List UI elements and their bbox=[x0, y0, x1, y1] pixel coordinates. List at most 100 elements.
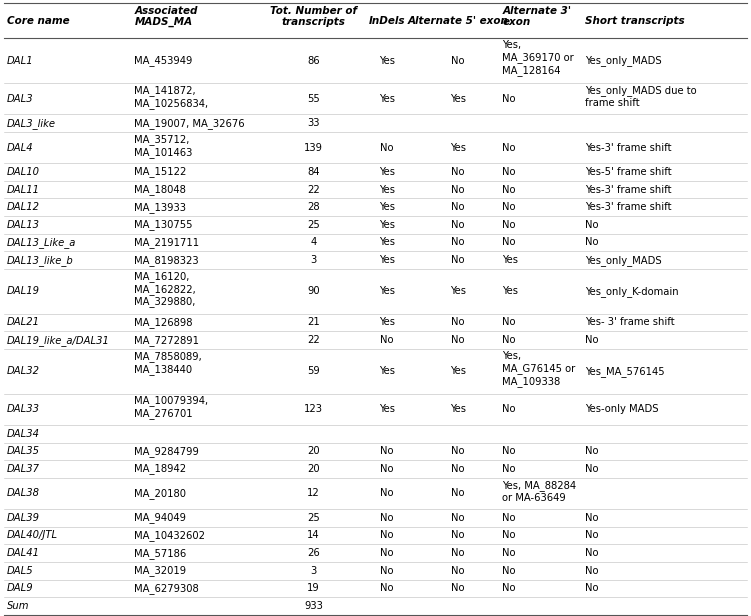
Text: MA_18942: MA_18942 bbox=[134, 463, 186, 474]
Text: MA_6279308: MA_6279308 bbox=[134, 583, 199, 594]
Text: MA_35712,
MA_101463: MA_35712, MA_101463 bbox=[134, 134, 193, 158]
Text: MA_130755: MA_130755 bbox=[134, 219, 193, 230]
Text: 3: 3 bbox=[310, 255, 317, 265]
Text: No: No bbox=[585, 335, 599, 345]
Text: Yes: Yes bbox=[379, 220, 395, 230]
Text: No: No bbox=[502, 548, 516, 558]
Text: Yes: Yes bbox=[502, 255, 518, 265]
Text: 139: 139 bbox=[304, 142, 323, 153]
Text: Yes_only_MADS: Yes_only_MADS bbox=[585, 55, 662, 66]
Text: Yes: Yes bbox=[379, 202, 395, 212]
Text: 86: 86 bbox=[307, 55, 320, 66]
Text: No: No bbox=[380, 464, 394, 474]
Text: DAL12: DAL12 bbox=[7, 202, 40, 212]
Text: Alternate 5' exon: Alternate 5' exon bbox=[408, 16, 508, 26]
Text: 26: 26 bbox=[307, 548, 320, 558]
Text: DAL21: DAL21 bbox=[7, 317, 40, 328]
Text: Yes-3' frame shift: Yes-3' frame shift bbox=[585, 185, 671, 195]
Text: 20: 20 bbox=[307, 464, 320, 474]
Text: Yes-3' frame shift: Yes-3' frame shift bbox=[585, 202, 671, 212]
Text: InDels: InDels bbox=[369, 16, 405, 26]
Text: No: No bbox=[451, 513, 465, 523]
Text: Yes-5' frame shift: Yes-5' frame shift bbox=[585, 167, 671, 177]
Text: 20: 20 bbox=[307, 447, 320, 456]
Text: DAL13_like_b: DAL13_like_b bbox=[7, 254, 74, 265]
Text: No: No bbox=[502, 167, 516, 177]
Text: 22: 22 bbox=[307, 185, 320, 195]
Text: No: No bbox=[585, 447, 599, 456]
Text: DAL39: DAL39 bbox=[7, 513, 40, 523]
Text: No: No bbox=[502, 447, 516, 456]
Text: Yes: Yes bbox=[450, 94, 466, 103]
Text: MA_141872,
MA_10256834,: MA_141872, MA_10256834, bbox=[134, 85, 209, 109]
Text: No: No bbox=[451, 335, 465, 345]
Text: No: No bbox=[451, 488, 465, 498]
Text: No: No bbox=[585, 530, 599, 540]
Text: Yes_only_K-domain: Yes_only_K-domain bbox=[585, 286, 679, 297]
Text: No: No bbox=[380, 565, 394, 576]
Text: No: No bbox=[380, 513, 394, 523]
Text: No: No bbox=[502, 565, 516, 576]
Text: Tot. Number of
transcripts: Tot. Number of transcripts bbox=[270, 6, 357, 27]
Text: Sum: Sum bbox=[7, 601, 29, 611]
Text: No: No bbox=[585, 548, 599, 558]
Text: Yes: Yes bbox=[379, 237, 395, 248]
Text: Yes: Yes bbox=[450, 367, 466, 376]
Text: DAL13: DAL13 bbox=[7, 220, 40, 230]
Text: No: No bbox=[502, 237, 516, 248]
Text: DAL4: DAL4 bbox=[7, 142, 33, 153]
Text: Yes: Yes bbox=[379, 55, 395, 66]
Text: No: No bbox=[451, 237, 465, 248]
Text: DAL10: DAL10 bbox=[7, 167, 40, 177]
Text: Yes, MA_88284
or MA-63649: Yes, MA_88284 or MA-63649 bbox=[502, 480, 577, 503]
Text: No: No bbox=[451, 220, 465, 230]
Text: No: No bbox=[451, 447, 465, 456]
Text: No: No bbox=[380, 142, 394, 153]
Text: MA_8198323: MA_8198323 bbox=[134, 254, 199, 265]
Text: MA_16120,
MA_162822,
MA_329880,: MA_16120, MA_162822, MA_329880, bbox=[134, 271, 196, 307]
Text: No: No bbox=[451, 548, 465, 558]
Text: Yes- 3' frame shift: Yes- 3' frame shift bbox=[585, 317, 674, 328]
Text: 12: 12 bbox=[307, 488, 320, 498]
Text: Yes: Yes bbox=[502, 286, 518, 296]
Text: Yes-only MADS: Yes-only MADS bbox=[585, 404, 659, 415]
Text: DAL5: DAL5 bbox=[7, 565, 33, 576]
Text: Yes: Yes bbox=[450, 404, 466, 415]
Text: 25: 25 bbox=[307, 220, 320, 230]
Text: No: No bbox=[451, 583, 465, 593]
Text: DAL41: DAL41 bbox=[7, 548, 40, 558]
Text: MA_10079394,
MA_276701: MA_10079394, MA_276701 bbox=[134, 395, 209, 419]
Text: 933: 933 bbox=[304, 601, 323, 611]
Text: No: No bbox=[585, 464, 599, 474]
Text: No: No bbox=[451, 55, 465, 66]
Text: 59: 59 bbox=[307, 367, 320, 376]
Text: DAL33: DAL33 bbox=[7, 404, 40, 415]
Text: No: No bbox=[585, 565, 599, 576]
Text: 33: 33 bbox=[307, 118, 320, 128]
Text: Yes_MA_576145: Yes_MA_576145 bbox=[585, 366, 665, 377]
Text: DAL13_Like_a: DAL13_Like_a bbox=[7, 237, 76, 248]
Text: MA_18048: MA_18048 bbox=[134, 184, 186, 195]
Text: 25: 25 bbox=[307, 513, 320, 523]
Text: No: No bbox=[585, 220, 599, 230]
Text: No: No bbox=[502, 94, 516, 103]
Text: 123: 123 bbox=[304, 404, 323, 415]
Text: No: No bbox=[451, 530, 465, 540]
Text: Yes,
MA_369170 or
MA_128164: Yes, MA_369170 or MA_128164 bbox=[502, 40, 575, 76]
Text: Yes: Yes bbox=[379, 317, 395, 328]
Text: No: No bbox=[502, 530, 516, 540]
Text: Yes: Yes bbox=[379, 255, 395, 265]
Text: MA_7272891: MA_7272891 bbox=[134, 334, 200, 346]
Text: DAL19: DAL19 bbox=[7, 286, 40, 296]
Text: No: No bbox=[502, 513, 516, 523]
Text: No: No bbox=[502, 404, 516, 415]
Text: 19: 19 bbox=[307, 583, 320, 593]
Text: DAL3: DAL3 bbox=[7, 94, 33, 103]
Text: 14: 14 bbox=[307, 530, 320, 540]
Text: No: No bbox=[451, 565, 465, 576]
Text: Short transcripts: Short transcripts bbox=[585, 16, 685, 26]
Text: DAL19_like_a/DAL31: DAL19_like_a/DAL31 bbox=[7, 334, 110, 346]
Text: Yes_only_MADS: Yes_only_MADS bbox=[585, 254, 662, 265]
Text: No: No bbox=[451, 255, 465, 265]
Text: 4: 4 bbox=[310, 237, 317, 248]
